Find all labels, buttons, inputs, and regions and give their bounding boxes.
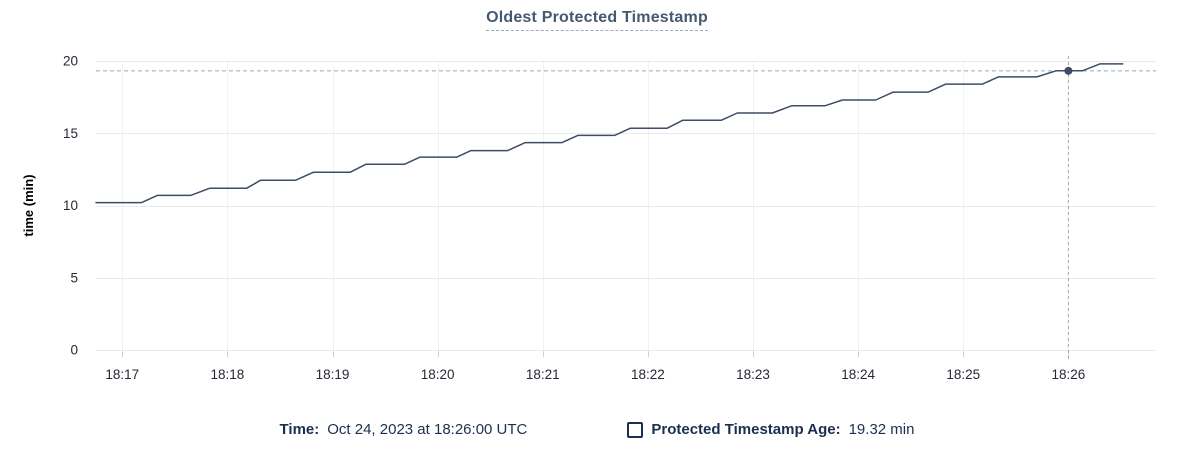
x-tick-label: 18:21 — [526, 367, 560, 382]
y-tick-label: 15 — [63, 126, 78, 141]
legend-time: Time: Oct 24, 2023 at 18:26:00 UTC — [280, 421, 528, 438]
y-tick-label: 20 — [63, 54, 78, 69]
legend-series[interactable]: Protected Timestamp Age: 19.32 min — [627, 421, 914, 438]
x-tick-label: 18:24 — [841, 367, 875, 382]
chart-title[interactable]: Oldest Protected Timestamp — [486, 9, 708, 31]
x-tick-label: 18:20 — [421, 367, 455, 382]
legend-time-label: Time: — [279, 421, 320, 438]
legend-series-label: Protected Timestamp Age: — [651, 421, 841, 438]
legend-series-value: 19.32 min — [848, 421, 915, 438]
x-tick-label: 18:25 — [946, 367, 980, 382]
x-tick-label: 18:19 — [316, 367, 350, 382]
gridlines — [96, 61, 1156, 357]
x-tick-label: 18:22 — [631, 367, 665, 382]
chart-legend: Time: Oct 24, 2023 at 18:26:00 UTC Prote… — [0, 421, 1194, 438]
crosshair — [96, 56, 1156, 360]
series-swatch-icon — [627, 421, 644, 438]
y-tick-label: 5 — [70, 270, 78, 285]
x-tick-label: 18:18 — [211, 367, 245, 382]
x-tick-label: 18:23 — [736, 367, 770, 382]
y-tick-label: 0 — [70, 343, 78, 358]
highlight-dot[interactable] — [1064, 66, 1073, 75]
x-tick-label: 18:17 — [105, 367, 139, 382]
legend-time-value: Oct 24, 2023 at 18:26:00 UTC — [327, 421, 528, 438]
chart-title-row: Oldest Protected Timestamp — [0, 9, 1194, 31]
axis-labels: 0 5 10 15 20 18:17 18:18 18:19 18:20 18:21 18:22 18… — [63, 54, 1085, 383]
y-axis-title: time (min) — [21, 174, 36, 236]
x-tick-label: 18:26 — [1051, 367, 1085, 382]
y-tick-label: 10 — [63, 198, 78, 213]
series-line — [95, 63, 1124, 204]
